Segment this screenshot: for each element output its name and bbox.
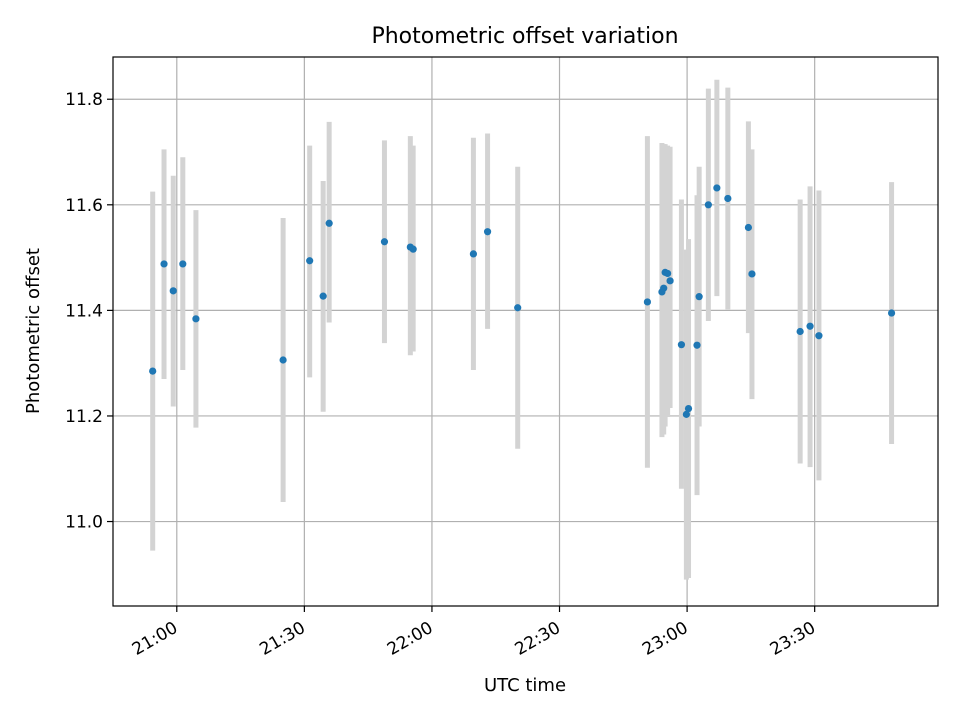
data-point bbox=[806, 322, 814, 330]
data-point bbox=[724, 194, 732, 203]
y-tick-label: 11.0 bbox=[65, 513, 103, 533]
x-tick-label: 23:00 bbox=[639, 618, 691, 660]
x-tick-label: 23:30 bbox=[767, 618, 819, 660]
data-point bbox=[664, 269, 672, 278]
x-tick-label: 22:30 bbox=[512, 618, 564, 660]
y-axis-label: Photometric offset bbox=[23, 248, 44, 414]
data-point bbox=[469, 250, 478, 258]
data-point bbox=[409, 245, 417, 253]
error-bars bbox=[150, 79, 895, 580]
data-point bbox=[514, 304, 522, 312]
data-point bbox=[319, 292, 327, 300]
data-point bbox=[684, 404, 693, 413]
data-point bbox=[695, 293, 703, 301]
data-point bbox=[306, 257, 314, 265]
y-tick-label: 11.2 bbox=[65, 407, 103, 427]
data-point bbox=[704, 201, 712, 209]
x-tick-label: 21:30 bbox=[256, 618, 308, 660]
data-point bbox=[660, 284, 668, 292]
data-point bbox=[160, 260, 168, 268]
y-tick-label: 11.6 bbox=[65, 196, 103, 216]
grid bbox=[113, 57, 938, 606]
data-point bbox=[887, 309, 896, 317]
y-tick-label: 11.8 bbox=[65, 90, 103, 110]
y-tick-label: 11.4 bbox=[65, 301, 103, 321]
data-point bbox=[682, 410, 690, 418]
data-point bbox=[325, 219, 333, 227]
data-point bbox=[149, 367, 157, 375]
chart-title: Photometric offset variation bbox=[371, 24, 678, 49]
data-point bbox=[815, 332, 823, 340]
data-point bbox=[380, 238, 389, 246]
x-tick-label: 21:00 bbox=[129, 618, 181, 660]
data-point bbox=[169, 287, 177, 295]
data-point bbox=[192, 315, 200, 323]
x-tick-label: 22:00 bbox=[384, 618, 436, 660]
data-point bbox=[677, 341, 686, 349]
data-point bbox=[483, 228, 492, 236]
data-point bbox=[179, 260, 187, 268]
data-point bbox=[643, 298, 652, 306]
plot-area-frame bbox=[112, 56, 939, 607]
data-points bbox=[149, 184, 896, 418]
data-point bbox=[279, 356, 287, 364]
data-point bbox=[744, 223, 753, 232]
data-point bbox=[693, 341, 701, 349]
x-axis-label: UTC time bbox=[484, 675, 566, 696]
data-point bbox=[713, 184, 721, 192]
data-point bbox=[748, 270, 756, 278]
data-point bbox=[796, 327, 804, 336]
data-point bbox=[666, 277, 674, 285]
